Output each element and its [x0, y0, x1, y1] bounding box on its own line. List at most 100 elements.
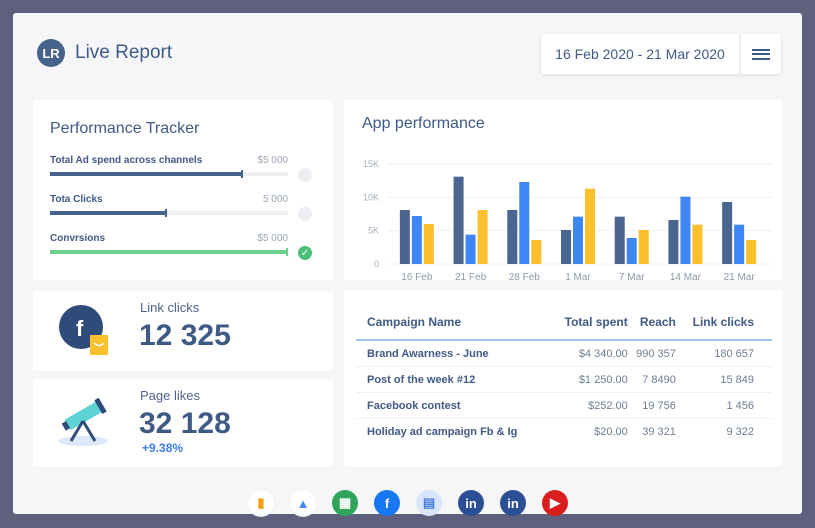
menu-button[interactable]	[741, 34, 781, 74]
tracker-item: Total Ad spend across channels $5 000	[50, 155, 312, 182]
tracker-progress-fill	[50, 170, 243, 178]
chart-bar[interactable]	[519, 182, 530, 264]
tracker-progress-bar	[50, 170, 288, 178]
chart-bar[interactable]	[477, 210, 488, 264]
table-cell: $4 340.00	[551, 340, 628, 367]
google-sheets-icon[interactable]: ▦	[332, 490, 358, 516]
table-cell: Post of the week #12	[356, 366, 552, 393]
chart-bar[interactable]	[411, 216, 422, 264]
chart-bar[interactable]	[453, 176, 464, 264]
y-tick-label: 0	[374, 259, 379, 269]
app-performance-chart: 0 5K 10K 15K 16 Feb 21 Feb 28 Feb 1 Mar 7 Mar 14 …	[363, 159, 772, 280]
avatar[interactable]: LR	[37, 39, 65, 67]
table-row[interactable]: Holiday ad campaign Fb & Ig $20.00 39 321 9…	[356, 419, 772, 445]
pending-status-icon	[298, 168, 312, 182]
column-header[interactable]: Campaign Name	[356, 315, 552, 341]
chart-bar[interactable]	[680, 196, 691, 264]
telescope-icon	[58, 397, 108, 446]
stat-change: +9.38%	[142, 441, 184, 455]
chart-bar[interactable]	[465, 234, 476, 264]
chart-title: App performance	[362, 115, 485, 132]
table-cell: 15 849	[675, 366, 772, 393]
page-likes-card: Page likes 32 128 +9.38%	[33, 379, 333, 466]
check-icon: ✓	[298, 246, 312, 260]
google-ads-icon[interactable]: ▲	[290, 490, 316, 516]
y-tick-label: 10K	[363, 192, 379, 202]
table-cell: 7 8490	[627, 366, 676, 393]
linkedin-icon[interactable]: in	[458, 490, 484, 516]
column-header[interactable]: Reach	[627, 315, 676, 341]
table-cell: 180 657	[675, 340, 772, 367]
stat-value: 12 325	[139, 319, 231, 352]
chart-bar[interactable]	[734, 224, 745, 264]
header: LR Live Report	[37, 39, 172, 67]
tracker-item: Convrsions $5 000 ✓	[50, 233, 312, 260]
table-cell: $20.00	[594, 426, 628, 438]
dashboard-frame: LR Live Report 16 Feb 2020 - 21 Mar 2020…	[13, 13, 802, 516]
chart-bar[interactable]	[722, 202, 733, 264]
campaigns-card: Campaign Name Total spent Reach Link clicks…	[344, 290, 782, 466]
table-cell: 990 357	[627, 340, 676, 367]
chart-bar[interactable]	[585, 188, 595, 264]
x-tick-label: 14 Mar	[670, 272, 702, 280]
youtube-icon[interactable]: ▶	[542, 490, 568, 516]
table-cell: Brand Awarness - June	[356, 340, 552, 367]
table-cell: 9 322	[726, 426, 754, 438]
facebook-icon[interactable]: f	[374, 490, 400, 516]
column-header[interactable]: Link clicks	[675, 315, 772, 341]
table-cell: 1 456	[675, 392, 772, 419]
facebook-shopping-icon: f	[59, 305, 108, 355]
app-performance-card: App performance 0 5K 10K 15K 16 Feb 21 Feb 28 …	[344, 100, 782, 280]
pending-status-icon	[298, 207, 312, 221]
table-row[interactable]: Post of the week #12 $1 250.00 7 8490 15 84…	[356, 366, 772, 393]
table-row[interactable]: Brand Awarness - June $4 340.00 990 357 180…	[356, 340, 772, 367]
x-tick-label: 1 Mar	[565, 272, 591, 280]
tracker-label: Convrsions	[50, 233, 106, 244]
chart-bar[interactable]	[614, 216, 625, 264]
table-cell: Facebook contest	[356, 392, 552, 419]
table-cell: 39 321	[642, 426, 676, 438]
x-tick-label: 21 Mar	[724, 272, 756, 280]
table-cell: $252.00	[551, 392, 628, 419]
x-tick-label: 21 Feb	[455, 272, 487, 280]
chart-bar[interactable]	[626, 238, 637, 264]
svg-text:f: f	[76, 316, 84, 341]
x-tick-label: 7 Mar	[619, 272, 645, 280]
chart-bar[interactable]	[531, 240, 542, 264]
x-tick-label: 16 Feb	[401, 272, 433, 280]
table-row[interactable]: Facebook contest $252.00 19 756 1 456	[356, 392, 772, 419]
date-range-button[interactable]: 16 Feb 2020 - 21 Mar 2020	[541, 34, 741, 74]
linkedin-ads-icon[interactable]: in	[500, 490, 526, 516]
chart-bar[interactable]	[692, 224, 703, 264]
google-analytics-icon[interactable]: ▮	[248, 490, 274, 516]
y-tick-label: 15K	[363, 159, 379, 169]
tracker-label: Tota Clicks	[50, 194, 103, 205]
performance-tracker-card: Performance Tracker Total Ad spend acros…	[33, 100, 333, 280]
table-cell: $1 250.00	[551, 366, 628, 393]
chart-bar[interactable]	[573, 216, 583, 264]
tracker-target: $5 000	[257, 155, 288, 166]
link-clicks-card: f Link clicks 12 325	[33, 291, 333, 370]
tracker-progress-fill	[50, 248, 288, 256]
tracker-target: $5 000	[257, 233, 288, 244]
chart-bar[interactable]	[399, 210, 410, 264]
google-my-business-icon[interactable]: ▤	[416, 490, 442, 516]
date-range-picker: 16 Feb 2020 - 21 Mar 2020	[541, 34, 781, 74]
hamburger-menu-icon	[752, 46, 770, 62]
y-tick-label: 5K	[368, 226, 379, 236]
table-header-row: Campaign Name Total spent Reach Link clicks	[356, 315, 772, 341]
chart-bar[interactable]	[561, 230, 571, 264]
tracker-progress-bar	[50, 248, 288, 256]
table-cell: 19 756	[627, 392, 676, 419]
chart-bar[interactable]	[423, 224, 434, 264]
table-cell: Holiday ad campaign Fb & Ig	[367, 426, 518, 438]
tracker-target: 5 000	[262, 194, 288, 205]
chart-bar[interactable]	[668, 220, 679, 264]
chart-bar[interactable]	[746, 240, 757, 264]
chart-bar[interactable]	[507, 210, 518, 264]
chart-bar[interactable]	[638, 230, 649, 264]
column-header[interactable]: Total spent	[551, 315, 628, 341]
stat-label: Link clicks	[140, 300, 200, 315]
x-tick-label: 28 Feb	[509, 272, 541, 280]
campaigns-table: Campaign Name Total spent Reach Link clicks…	[356, 315, 772, 444]
